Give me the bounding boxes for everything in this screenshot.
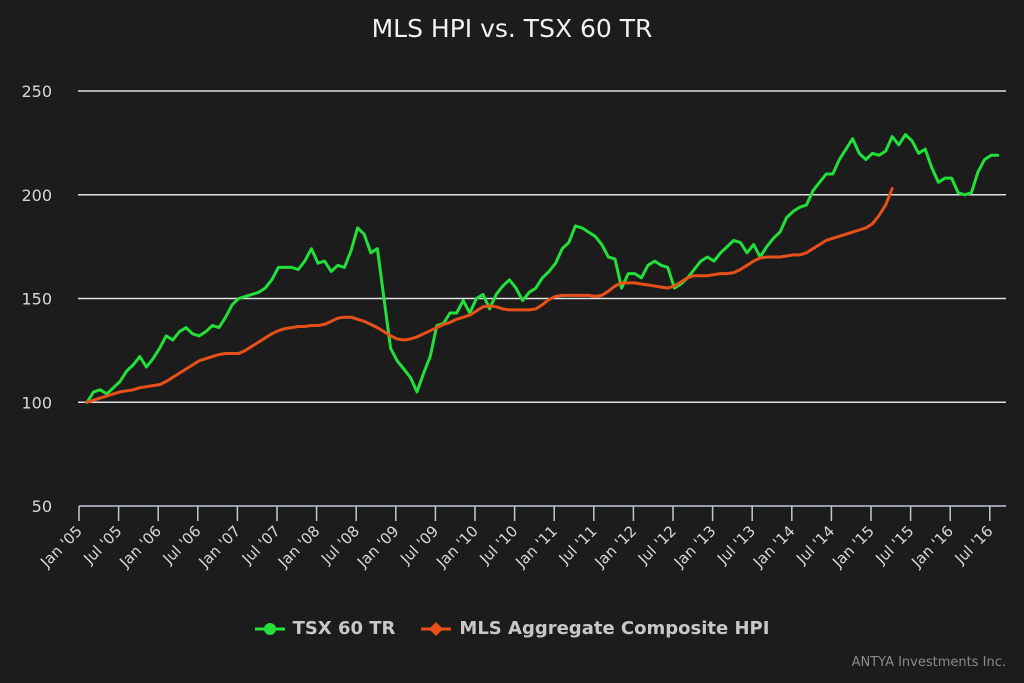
mls-series-line[interactable] — [85, 187, 894, 404]
diamond-marker-icon — [421, 621, 452, 636]
series-lines — [85, 133, 1000, 404]
x-tick-label: Jan '12 — [591, 522, 641, 572]
gridlines — [78, 90, 1006, 404]
legend-label: TSX 60 TR — [292, 618, 396, 639]
x-tick-label: Jan '16 — [907, 522, 957, 572]
x-tick-label: Jan '14 — [749, 522, 799, 572]
x-tick-label: Jul '16 — [951, 522, 997, 568]
credit-text: ANTYA Investments Inc. — [851, 655, 1006, 670]
y-tick-label: 50 — [32, 497, 52, 516]
x-tick-label: Jan '07 — [195, 522, 245, 572]
circle-marker-icon — [254, 622, 285, 635]
tsx-series-line[interactable] — [85, 133, 1000, 404]
legend-item-tsx[interactable]: TSX 60 TR — [254, 618, 396, 639]
x-tick-label: Jan '06 — [115, 522, 165, 572]
x-tick-label: Jan '08 — [274, 522, 324, 572]
legend-label: MLS Aggregate Composite HPI — [459, 618, 770, 639]
x-tick-label: Jan '09 — [353, 522, 403, 572]
x-tick-label: Jan '13 — [670, 522, 720, 572]
x-tick-label: Jan '10 — [432, 522, 482, 572]
x-tick-label: Jan '11 — [511, 522, 561, 572]
legend-item-mls[interactable]: MLS Aggregate Composite HPI — [421, 618, 769, 639]
x-tick-label: Jan '05 — [36, 522, 86, 572]
y-tick-label: 250 — [21, 82, 52, 101]
y-axis: 50 100 150 200 250 — [21, 82, 52, 516]
legend: TSX 60 TR MLS Aggregate Composite HPI — [0, 618, 1024, 639]
y-tick-label: 200 — [21, 186, 52, 205]
y-tick-label: 150 — [21, 290, 52, 309]
chart-title: MLS HPI vs. TSX 60 TR — [371, 14, 653, 43]
x-tick-label: Jan '15 — [828, 522, 878, 572]
y-tick-label: 100 — [21, 393, 52, 412]
